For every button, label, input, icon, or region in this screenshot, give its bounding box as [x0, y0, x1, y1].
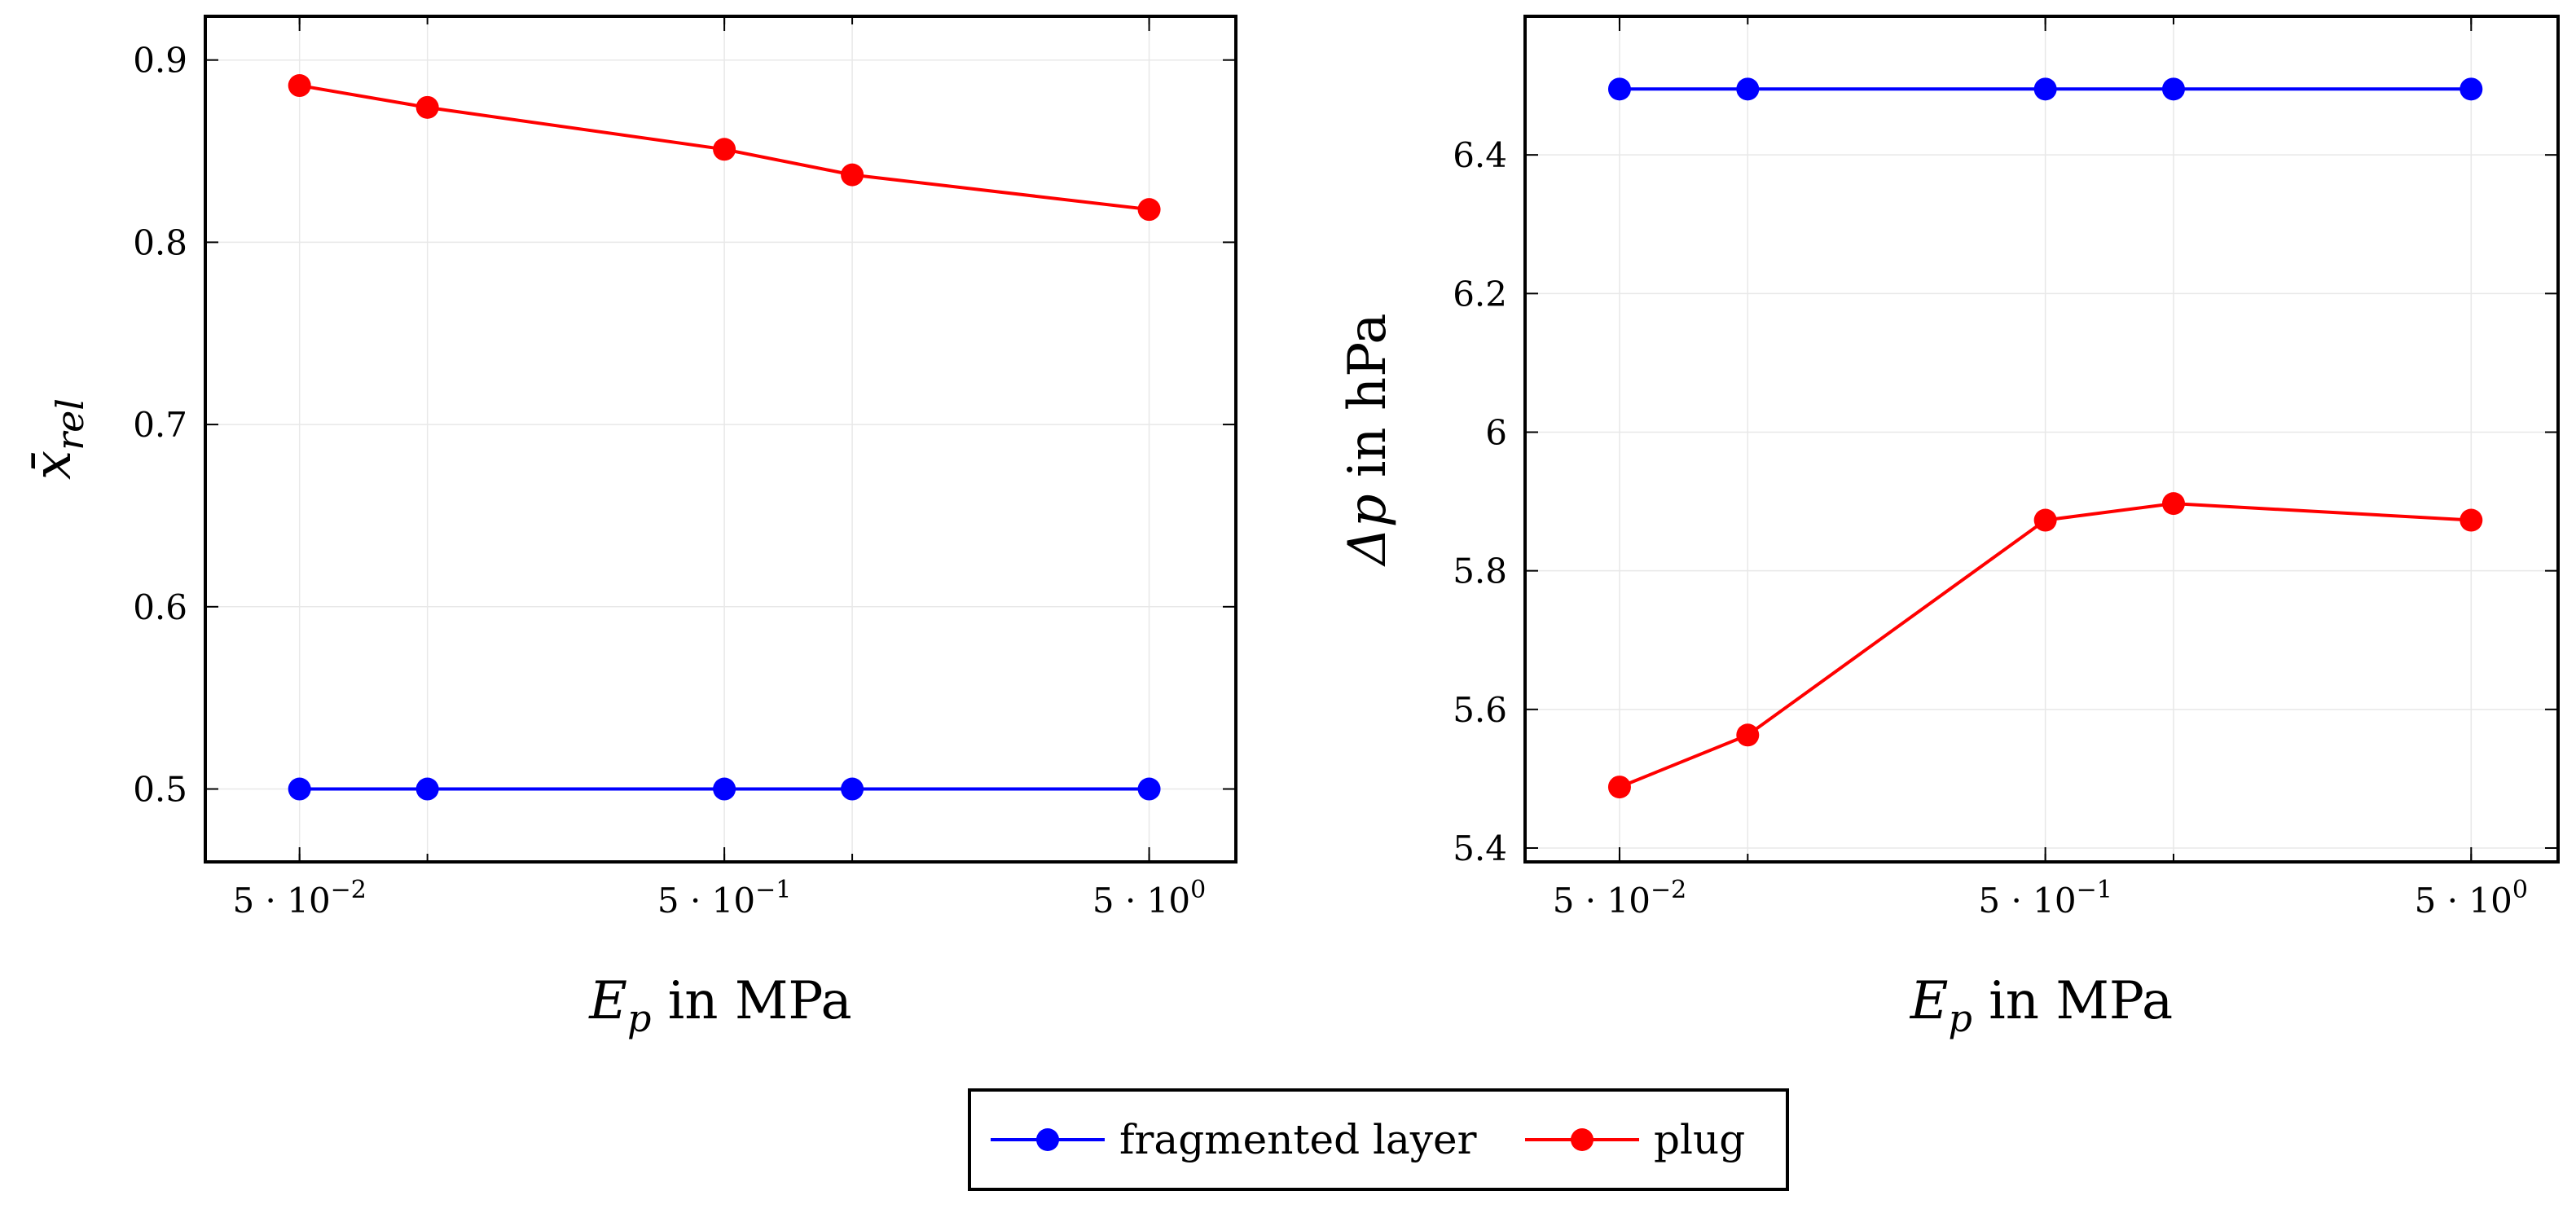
data-point-fragmented [841, 777, 864, 801]
legend: fragmented layer plug [968, 1088, 1789, 1191]
x-tick-label-base: 5 · 10 [1553, 881, 1651, 921]
data-point-plug [841, 163, 864, 187]
y-tick-label: 0.9 [133, 41, 187, 81]
chart-pressure-drop: 5.45.65.866.26.45 · 10−2 5 · 10−1 5 · 100E… [1338, 15, 2560, 1040]
data-point-fragmented [415, 777, 439, 801]
y-axis-title-rest: in hPa [1338, 313, 1398, 494]
data-point-fragmented [1137, 777, 1161, 801]
legend-entry-plug: plug [1525, 1116, 1745, 1163]
y-axis-title: Δp in hPa [1338, 313, 1398, 567]
data-point-fragmented [1607, 77, 1631, 101]
y-tick-label: 0.5 [133, 770, 187, 810]
y-tick-label: 5.6 [1453, 690, 1507, 730]
data-point-plug [2460, 508, 2483, 532]
data-point-fragmented [2161, 77, 2185, 101]
legend-label-fragmented: fragmented layer [1119, 1116, 1477, 1163]
legend-marker-plug [1571, 1128, 1594, 1151]
x-tick-label-base: 5 · 10 [1092, 881, 1190, 921]
legend-entry-fragmented: fragmented layer [991, 1116, 1477, 1163]
x-tick-label-base: 5 · 10 [232, 881, 330, 921]
x-tick-label: 5 · 10−1 [1978, 876, 2112, 921]
y-axis-title-sub: rel [48, 398, 92, 450]
y-tick-label: 5.8 [1453, 552, 1507, 591]
data-point-plug [2161, 492, 2185, 516]
x-tick-label: 5 · 100 [2415, 876, 2528, 921]
plot-frame [1523, 15, 2560, 864]
x-axis-title-sub: p [627, 996, 651, 1040]
y-tick-label: 6 [1485, 412, 1507, 452]
x-tick-label: 5 · 10−2 [232, 876, 366, 921]
x-tick-label-base: 5 · 10 [1978, 881, 2076, 921]
x-tick-label-exp: 0 [1190, 876, 1206, 904]
data-point-plug [415, 95, 439, 119]
x-axis-title-rest: in MPa [1972, 971, 2173, 1031]
data-point-fragmented [1736, 77, 1760, 101]
data-point-fragmented [2033, 77, 2057, 101]
data-point-plug [1607, 776, 1631, 799]
x-tick-label-exp: −1 [2077, 876, 2112, 904]
data-point-fragmented [713, 777, 736, 801]
y-axis-title-main: x̄ [23, 450, 83, 480]
legend-marker-fragmented [1036, 1128, 1059, 1151]
y-tick-label: 0.6 [133, 587, 187, 627]
x-axis-title-sub: p [1949, 996, 1972, 1040]
x-axis-title-rest: in MPa [651, 971, 851, 1031]
x-tick-label-exp: −2 [331, 876, 367, 904]
x-tick-label-exp: −2 [1651, 876, 1686, 904]
y-tick-label: 0.7 [133, 405, 187, 445]
x-axis-title: Ep in MPa [1910, 971, 2173, 1040]
x-tick-label-base: 5 · 10 [657, 881, 755, 921]
y-tick-label: 5.4 [1453, 828, 1507, 868]
x-tick-label: 5 · 10−1 [657, 876, 791, 921]
data-point-fragmented [2460, 77, 2483, 101]
data-point-plug [1137, 198, 1161, 222]
legend-label-plug: plug [1654, 1116, 1745, 1163]
y-axis-title: x̄rel [23, 398, 92, 480]
data-point-fragmented [288, 777, 311, 801]
legend-box [968, 1088, 1789, 1191]
x-axis-title-main: E [588, 971, 627, 1031]
y-tick-label: 6.4 [1453, 135, 1507, 175]
x-tick-label-exp: −1 [755, 876, 791, 904]
x-axis-title: Ep in MPa [588, 971, 851, 1040]
x-tick-label-base: 5 · 10 [2415, 881, 2512, 921]
x-tick-label-exp: 0 [2512, 876, 2528, 904]
x-tick-label: 5 · 100 [1092, 876, 1206, 921]
x-tick-label: 5 · 10−2 [1553, 876, 1686, 921]
chart-relative-position: 0.50.60.70.80.95 · 10−2 5 · 10−1 5 · 100Ep… [23, 15, 1237, 1040]
data-point-plug [1736, 723, 1760, 747]
data-point-plug [2033, 508, 2057, 532]
y-tick-label: 6.2 [1453, 274, 1507, 314]
data-point-plug [288, 74, 311, 98]
data-point-plug [713, 138, 736, 161]
x-axis-title-main: E [1910, 971, 1949, 1031]
y-axis-title-main: Δp [1338, 494, 1398, 567]
y-tick-label: 0.8 [133, 222, 187, 262]
plot-frame [204, 15, 1237, 864]
